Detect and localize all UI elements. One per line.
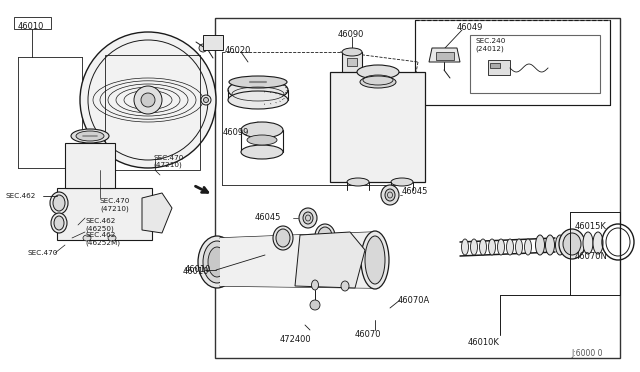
- Ellipse shape: [228, 79, 288, 101]
- Ellipse shape: [312, 280, 319, 290]
- Ellipse shape: [347, 178, 369, 186]
- Ellipse shape: [525, 239, 531, 255]
- Ellipse shape: [341, 281, 349, 291]
- Ellipse shape: [563, 233, 581, 255]
- Ellipse shape: [488, 239, 495, 255]
- Text: J:6000 0: J:6000 0: [572, 349, 603, 358]
- Ellipse shape: [108, 235, 116, 241]
- Polygon shape: [429, 48, 460, 62]
- Text: 46045: 46045: [402, 187, 428, 196]
- Ellipse shape: [315, 224, 335, 248]
- Text: 46049: 46049: [457, 23, 483, 32]
- Text: 46010: 46010: [18, 22, 44, 31]
- Ellipse shape: [365, 236, 385, 284]
- Ellipse shape: [201, 95, 211, 105]
- Ellipse shape: [299, 208, 317, 228]
- Ellipse shape: [229, 76, 287, 88]
- Bar: [203, 35, 223, 50]
- Bar: [105, 55, 200, 170]
- Ellipse shape: [208, 247, 226, 277]
- Bar: [14, 17, 51, 29]
- Text: SEC.240
(24012): SEC.240 (24012): [475, 38, 506, 51]
- Ellipse shape: [357, 65, 399, 79]
- Text: 46045: 46045: [255, 214, 282, 222]
- Circle shape: [310, 300, 320, 310]
- Text: 46070N: 46070N: [575, 252, 608, 261]
- Ellipse shape: [506, 239, 513, 255]
- Text: 46099: 46099: [223, 128, 250, 137]
- Ellipse shape: [536, 235, 545, 255]
- Polygon shape: [488, 60, 510, 75]
- Ellipse shape: [83, 235, 91, 241]
- Ellipse shape: [50, 192, 68, 214]
- Ellipse shape: [198, 236, 236, 288]
- Ellipse shape: [479, 239, 486, 255]
- Text: 46010: 46010: [183, 267, 209, 276]
- Circle shape: [80, 32, 216, 168]
- Text: 46020: 46020: [225, 46, 252, 55]
- Polygon shape: [142, 193, 172, 233]
- Ellipse shape: [515, 239, 522, 255]
- Ellipse shape: [381, 185, 399, 205]
- Text: SEC.462
(46250): SEC.462 (46250): [85, 218, 115, 231]
- Text: SEC.462
(46252M): SEC.462 (46252M): [85, 232, 120, 246]
- Ellipse shape: [559, 229, 585, 259]
- Ellipse shape: [470, 239, 477, 255]
- Bar: [65, 143, 115, 188]
- Ellipse shape: [204, 97, 209, 103]
- Ellipse shape: [273, 226, 293, 250]
- Ellipse shape: [461, 239, 468, 255]
- Bar: [436, 52, 454, 60]
- Ellipse shape: [556, 235, 564, 255]
- Bar: [57, 188, 152, 240]
- Text: SEC.470: SEC.470: [28, 250, 58, 256]
- Ellipse shape: [583, 232, 593, 254]
- Text: 46015K: 46015K: [575, 222, 607, 231]
- Bar: [215, 18, 620, 358]
- Ellipse shape: [545, 235, 554, 255]
- Ellipse shape: [342, 48, 362, 56]
- Ellipse shape: [241, 122, 283, 138]
- Ellipse shape: [51, 213, 67, 233]
- Ellipse shape: [241, 145, 283, 159]
- Bar: [330, 72, 425, 182]
- Circle shape: [134, 86, 162, 114]
- Text: 46070A: 46070A: [398, 296, 430, 305]
- Ellipse shape: [76, 131, 104, 141]
- Text: 472400: 472400: [280, 335, 312, 344]
- Polygon shape: [220, 232, 375, 288]
- Ellipse shape: [53, 195, 65, 211]
- Text: SEC.470
(47210): SEC.470 (47210): [100, 198, 131, 212]
- Ellipse shape: [342, 78, 362, 86]
- Text: 46070: 46070: [355, 330, 381, 339]
- Ellipse shape: [228, 91, 288, 109]
- Text: 46090: 46090: [338, 30, 364, 39]
- Bar: [490, 63, 500, 68]
- Ellipse shape: [318, 227, 332, 245]
- Bar: [415, 20, 610, 105]
- Ellipse shape: [593, 232, 603, 254]
- Ellipse shape: [497, 239, 504, 255]
- Ellipse shape: [54, 216, 64, 230]
- Ellipse shape: [199, 44, 207, 52]
- Ellipse shape: [247, 135, 277, 145]
- Circle shape: [141, 93, 155, 107]
- Ellipse shape: [391, 178, 413, 186]
- Bar: [470, 35, 600, 93]
- Ellipse shape: [203, 241, 231, 283]
- Text: SEC.462: SEC.462: [6, 193, 36, 199]
- Ellipse shape: [385, 189, 395, 201]
- Text: SEC.470
(47210): SEC.470 (47210): [153, 155, 184, 169]
- Ellipse shape: [71, 129, 109, 143]
- Ellipse shape: [303, 212, 313, 224]
- Text: 46010: 46010: [185, 266, 211, 275]
- Bar: [342, 52, 362, 82]
- Text: 46010K: 46010K: [468, 338, 500, 347]
- Ellipse shape: [360, 76, 396, 88]
- Bar: [347, 58, 357, 66]
- Ellipse shape: [276, 229, 290, 247]
- Polygon shape: [295, 232, 365, 288]
- Ellipse shape: [361, 231, 389, 289]
